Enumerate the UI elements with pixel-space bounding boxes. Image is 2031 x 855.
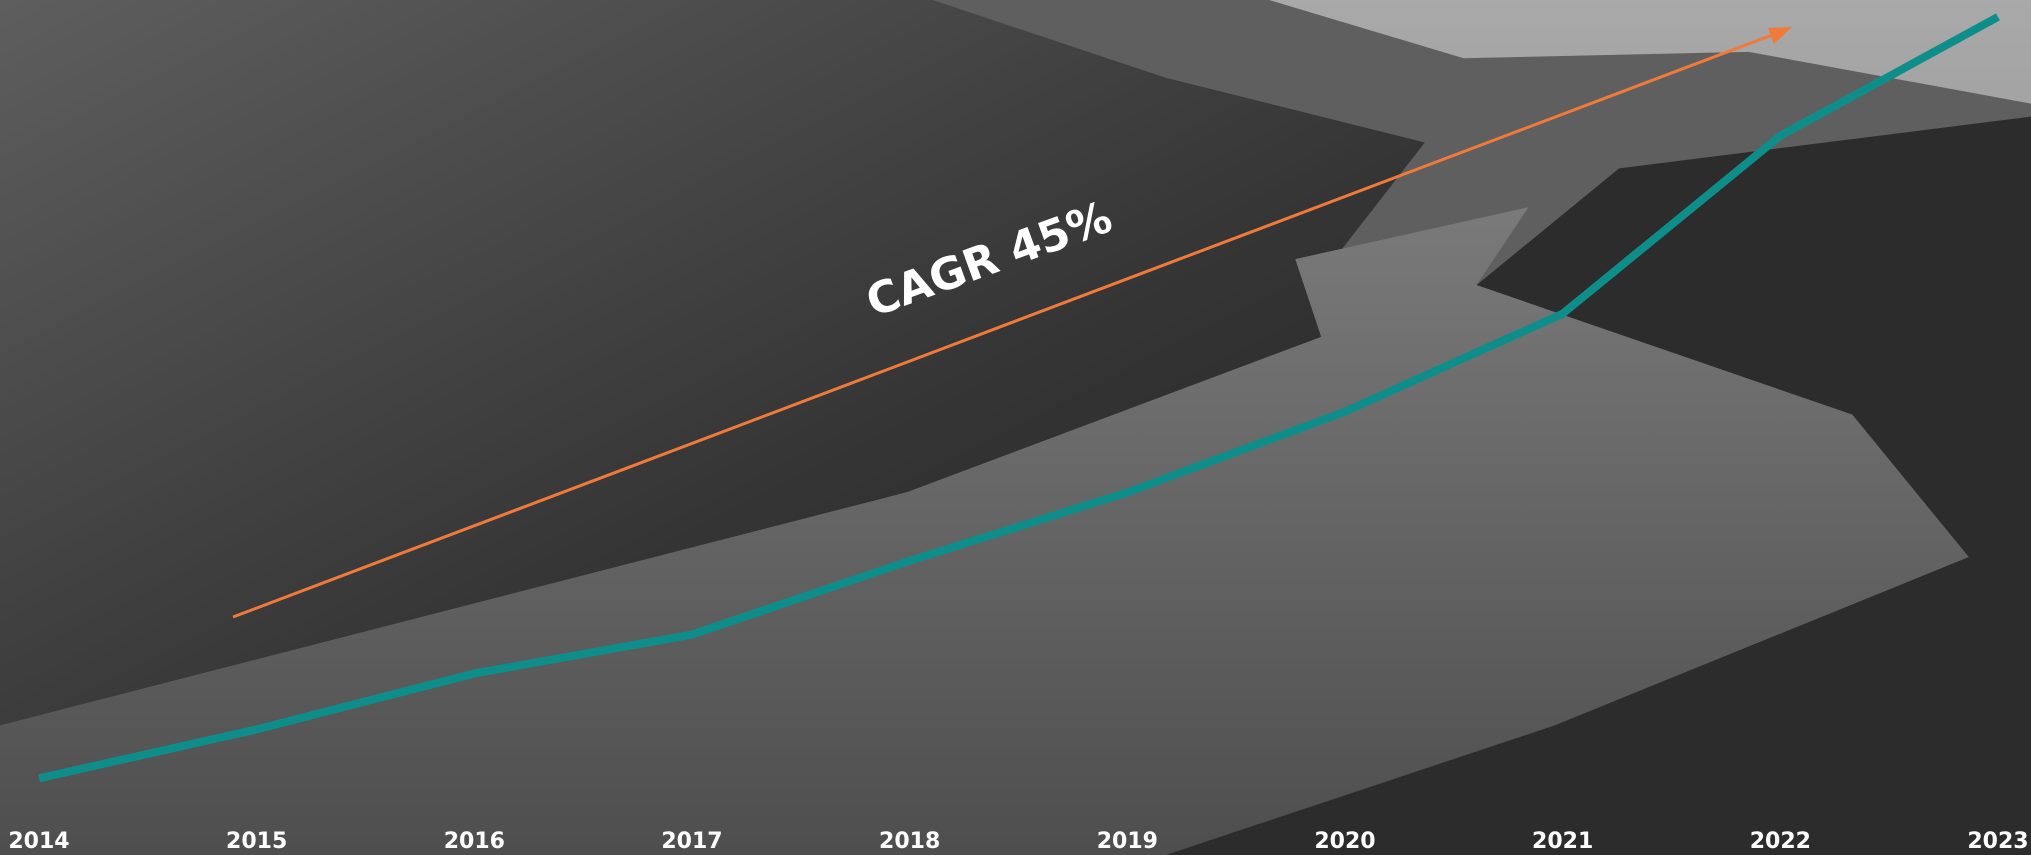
data-line — [38, 13, 2000, 783]
x-tick-label: 2017 — [661, 829, 722, 854]
x-tick-label: 2016 — [444, 829, 505, 854]
annotation: CAGR 45% — [860, 192, 1119, 328]
x-tick-label: 2014 — [8, 829, 69, 854]
x-tick-label: 2019 — [1097, 829, 1158, 854]
x-tick-label: 2020 — [1314, 829, 1375, 854]
x-tick-label: 2023 — [1967, 829, 2028, 854]
trend-arrow — [232, 30, 1781, 619]
trend-arrow-head — [1768, 27, 1792, 44]
x-tick-label: 2022 — [1750, 829, 1811, 854]
x-tick-label: 2018 — [879, 829, 940, 854]
x-tick-label: 2021 — [1532, 829, 1593, 854]
x-tick-label: 2015 — [226, 829, 287, 854]
